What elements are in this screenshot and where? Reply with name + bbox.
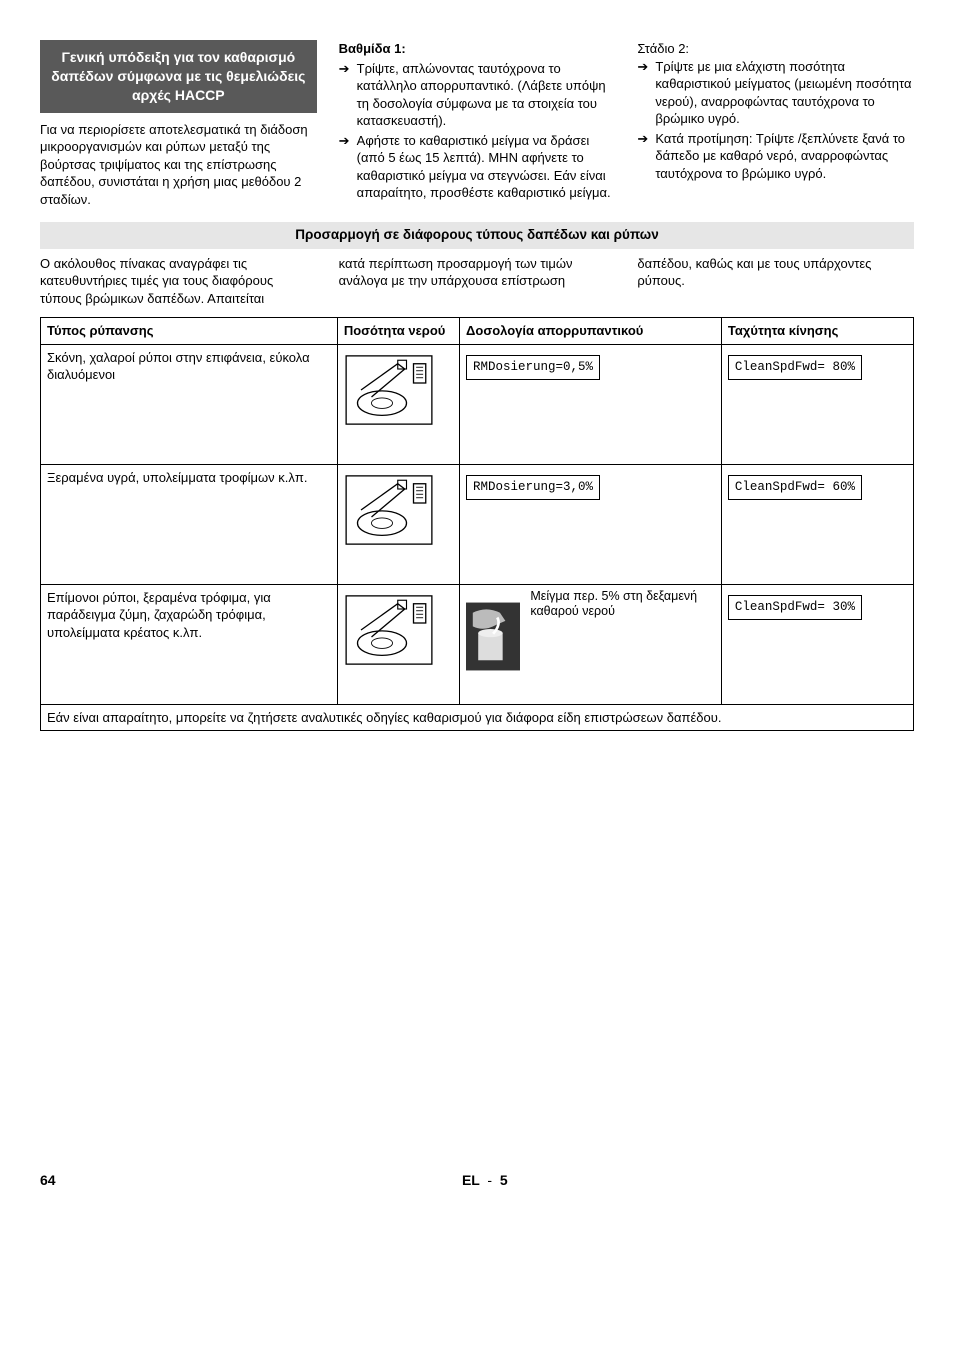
device-icon	[344, 595, 434, 665]
section-bar: Προσαρμογή σε διάφορους τύπους δαπέδων κ…	[40, 222, 914, 248]
page-center: EL - 5	[462, 1171, 508, 1190]
list-item: Αφήστε το καθαριστικό μείγμα να δράσει (…	[339, 132, 616, 202]
dose-value: RMDosierung=3,0%	[466, 475, 600, 500]
dose-side-text: Μείγμα περ. 5% στη δεξαμενή καθαρού νερο…	[530, 589, 715, 620]
mid-c3: δαπέδου, καθώς και με τους υπάρχοντες ρύ…	[637, 255, 914, 308]
cell-speed: CleanSpdFwd= 30%	[721, 584, 913, 704]
cell-water	[337, 464, 459, 584]
table-row: Ξεραμένα υγρά, υπολείμματα τροφίμων κ.λπ…	[41, 464, 914, 584]
col-step2: Στάδιο 2: Τρίψτε με μια ελάχιστη ποσότητ…	[637, 40, 914, 208]
mid-c2: κατά περίπτωση προσαρμογή των τιμών ανάλ…	[339, 255, 616, 308]
cell-soil: Επίμονοι ρύποι, ξεραμένα τρόφιμα, για πα…	[41, 584, 338, 704]
list-item: Τρίψτε, απλώνοντας ταυτόχρονα το κατάλλη…	[339, 60, 616, 130]
cell-speed: CleanSpdFwd= 60%	[721, 464, 913, 584]
pour-icon	[466, 589, 520, 684]
page-lang: EL	[462, 1172, 480, 1188]
mid-c1: Ο ακόλουθος πίνακας αναγράφει τις κατευθ…	[40, 255, 317, 308]
soil-table: Τύπος ρύπανσης Ποσότητα νερού Δοσολογία …	[40, 317, 914, 731]
cell-dose: RMDosierung=3,0%	[460, 464, 722, 584]
cell-soil: Ξεραμένα υγρά, υπολείμματα τροφίμων κ.λπ…	[41, 464, 338, 584]
step1-heading: Βαθμίδα 1:	[339, 40, 616, 58]
table-row: Επίμονοι ρύποι, ξεραμένα τρόφιμα, για πα…	[41, 584, 914, 704]
col-haccp: Γενική υπόδειξη για τον καθαρισμό δαπέδω…	[40, 40, 317, 208]
cell-dose: RMDosierung=0,5%	[460, 344, 722, 464]
device-icon	[344, 475, 434, 545]
table-header-row: Τύπος ρύπανσης Ποσότητα νερού Δοσολογία …	[41, 318, 914, 345]
th-dose: Δοσολογία απορρυπαντικού	[460, 318, 722, 345]
haccp-title-box: Γενική υπόδειξη για τον καθαρισμό δαπέδω…	[40, 40, 317, 113]
table-footer-row: Εάν είναι απαραίτητο, μπορείτε να ζητήσε…	[41, 704, 914, 731]
cell-dose: Μείγμα περ. 5% στη δεξαμενή καθαρού νερο…	[460, 584, 722, 704]
dose-value: RMDosierung=0,5%	[466, 355, 600, 380]
page-footer: 64 EL - 5	[40, 1171, 914, 1190]
page-num: 5	[500, 1172, 508, 1188]
page-dash: -	[487, 1172, 492, 1188]
speed-value: CleanSpdFwd= 60%	[728, 475, 862, 500]
device-icon	[344, 355, 434, 425]
haccp-body: Για να περιορίσετε αποτελεσματικά τη διά…	[40, 121, 317, 209]
table-footnote: Εάν είναι απαραίτητο, μπορείτε να ζητήσε…	[41, 704, 914, 731]
cell-soil: Σκόνη, χαλαροί ρύποι στην επιφάνεια, εύκ…	[41, 344, 338, 464]
list-item: Τρίψτε με μια ελάχιστη ποσότητα καθαριστ…	[637, 58, 914, 128]
top-columns: Γενική υπόδειξη για τον καθαρισμό δαπέδω…	[40, 40, 914, 208]
table-row: Σκόνη, χαλαροί ρύποι στην επιφάνεια, εύκ…	[41, 344, 914, 464]
page-left: 64	[40, 1171, 56, 1190]
mid-columns: Ο ακόλουθος πίνακας αναγράφει τις κατευθ…	[40, 255, 914, 308]
cell-water	[337, 344, 459, 464]
speed-value: CleanSpdFwd= 30%	[728, 595, 862, 620]
list-item: Κατά προτίμηση: Τρίψτε /ξεπλύνετε ξανά τ…	[637, 130, 914, 183]
cell-water	[337, 584, 459, 704]
step2-list: Τρίψτε με μια ελάχιστη ποσότητα καθαριστ…	[637, 58, 914, 183]
th-speed: Ταχύτητα κίνησης	[721, 318, 913, 345]
step1-list: Τρίψτε, απλώνοντας ταυτόχρονα το κατάλλη…	[339, 60, 616, 202]
speed-value: CleanSpdFwd= 80%	[728, 355, 862, 380]
step2-heading: Στάδιο 2:	[637, 40, 914, 58]
th-soil: Τύπος ρύπανσης	[41, 318, 338, 345]
col-step1: Βαθμίδα 1: Τρίψτε, απλώνοντας ταυτόχρονα…	[339, 40, 616, 208]
cell-speed: CleanSpdFwd= 80%	[721, 344, 913, 464]
th-water: Ποσότητα νερού	[337, 318, 459, 345]
